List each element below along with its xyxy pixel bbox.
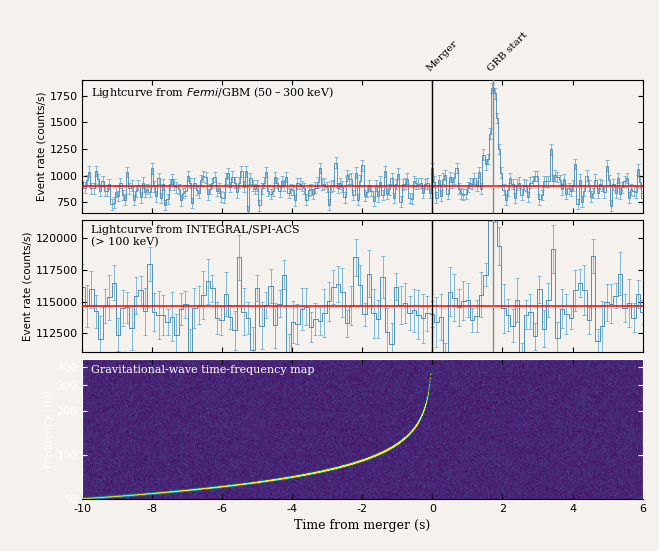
X-axis label: Time from merger (s): Time from merger (s) — [295, 519, 430, 532]
Text: Lightcurve from INTEGRAL/SPI-ACS
(> 100 keV): Lightcurve from INTEGRAL/SPI-ACS (> 100 … — [91, 225, 299, 247]
Y-axis label: Event rate (counts/s): Event rate (counts/s) — [22, 231, 32, 341]
Text: Merger: Merger — [426, 39, 460, 73]
Text: Gravitational-wave time-frequency map: Gravitational-wave time-frequency map — [91, 365, 314, 375]
Text: Lightcurve from $\it{Fermi}$/GBM (50 – 300 keV): Lightcurve from $\it{Fermi}$/GBM (50 – 3… — [91, 85, 333, 100]
Y-axis label: Frequency (Hz): Frequency (Hz) — [43, 390, 53, 468]
Text: GRB start: GRB start — [486, 30, 530, 73]
Y-axis label: Event rate (counts/s): Event rate (counts/s) — [37, 91, 47, 201]
